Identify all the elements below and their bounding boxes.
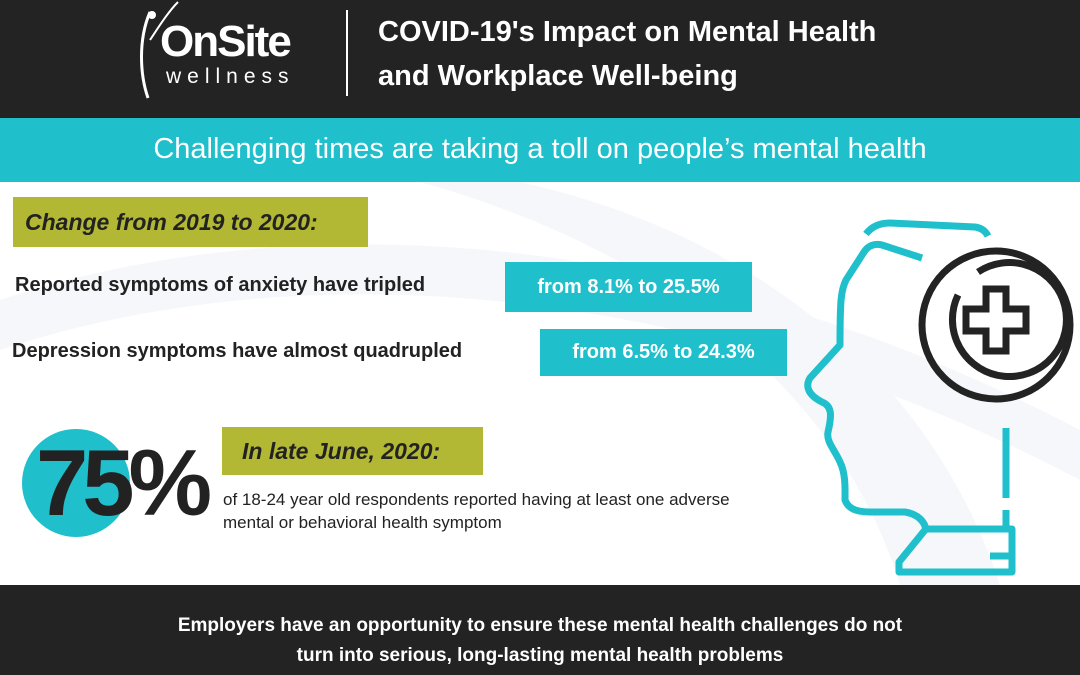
depression-stat-value: from 6.5% to 24.3% [540, 329, 787, 376]
title-line-2: and Workplace Well-being [378, 60, 738, 92]
banner: Challenging times are taking a toll on p… [0, 118, 1080, 182]
change-label: Change from 2019 to 2020: [13, 197, 368, 247]
logo-text: OnSite [160, 17, 292, 66]
june-label: In late June, 2020: [222, 427, 483, 475]
depression-stat-text: Depression symptoms have almost quadrupl… [12, 340, 463, 362]
anxiety-stat-text: Reported symptoms of anxiety have triple… [15, 274, 426, 296]
footer: Employers have an opportunity to ensure … [0, 585, 1080, 675]
anxiety-stat-value: from 8.1% to 25.5% [505, 262, 752, 312]
header [0, 0, 1080, 118]
percent-circle [22, 429, 130, 537]
big-percent: 75% [36, 430, 212, 535]
header-divider [346, 10, 348, 96]
page-title: COVID-19's Impact on Mental Health and W… [378, 10, 1068, 98]
logo-subtext: wellness [166, 65, 295, 88]
june-description: of 18-24 year old respondents reported h… [223, 490, 730, 532]
title-line-1: COVID-19's Impact on Mental Health [378, 16, 877, 48]
footer-line-2: turn into serious, long-lasting mental h… [296, 645, 784, 666]
footer-line-1: Employers have an opportunity to ensure … [177, 615, 903, 636]
